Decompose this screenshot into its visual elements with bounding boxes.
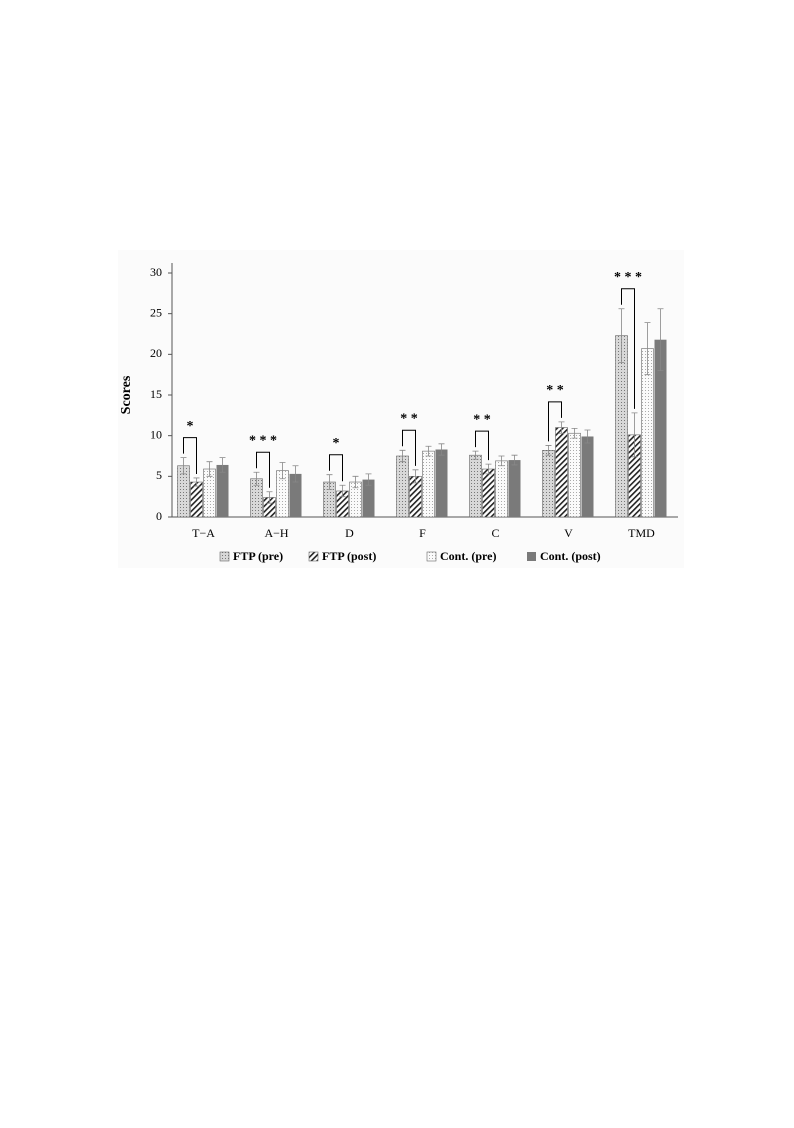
error-bar: [558, 421, 565, 434]
error-bar: [180, 457, 187, 475]
legend-swatch: [219, 551, 230, 562]
error-bar: [292, 465, 299, 483]
legend-label: Cont. (pre): [440, 549, 496, 563]
bar: [362, 479, 375, 517]
bar: [568, 432, 581, 518]
error-bar: [352, 475, 359, 489]
significance-label: * *: [473, 412, 491, 427]
bar: [422, 450, 435, 518]
legend-swatch: [527, 552, 536, 561]
significance-bracket: [621, 288, 635, 409]
x-tick-label: F: [419, 526, 426, 540]
x-tick-label: D: [345, 526, 354, 540]
y-tick-label: 20: [150, 346, 162, 360]
significance-bracket: [402, 429, 416, 466]
error-bar: [326, 474, 333, 490]
error-bar: [644, 322, 651, 376]
y-axis-label: Scores: [119, 375, 134, 414]
bar: [654, 339, 667, 517]
bar: [508, 460, 521, 517]
error-bar: [584, 429, 591, 444]
significance-label: *: [187, 419, 194, 434]
significance-bracket: [256, 451, 270, 488]
significance-bracket: [548, 401, 562, 442]
error-bar: [425, 445, 432, 457]
legend-label: FTP (post): [322, 549, 376, 563]
x-tick-label: TMD: [628, 526, 655, 540]
significance-label: * *: [400, 412, 418, 427]
bar: [482, 468, 495, 518]
x-tick-label: V: [564, 526, 573, 540]
bar: [542, 450, 555, 518]
y-tick-label: 10: [150, 427, 162, 441]
error-bar: [545, 445, 552, 456]
chart-background: [118, 250, 684, 568]
significance-bracket: [183, 437, 197, 474]
y-tick-label: 30: [150, 265, 162, 279]
y-tick-label: 5: [156, 468, 162, 482]
bar: [555, 427, 568, 518]
error-bar: [618, 308, 625, 363]
error-bar: [485, 463, 492, 475]
y-tick-label: 0: [156, 509, 162, 523]
bar: [581, 436, 594, 517]
bar: [190, 481, 203, 518]
error-bar: [219, 457, 226, 473]
bar: [435, 449, 448, 517]
legend-swatch: [426, 551, 437, 562]
error-bar: [279, 462, 286, 480]
significance-label: * * *: [614, 270, 642, 285]
error-bar: [657, 308, 664, 371]
legend-label: Cont. (post): [540, 549, 601, 563]
error-bar: [365, 473, 372, 486]
error-bar: [511, 454, 518, 466]
error-bar: [472, 450, 479, 460]
error-bar: [206, 461, 213, 477]
bar: [289, 473, 302, 517]
y-tick-label: 25: [150, 305, 162, 319]
legend-label: FTP (pre): [233, 549, 283, 563]
error-bar: [498, 455, 505, 467]
error-bar: [253, 471, 260, 486]
y-tick-label: 15: [150, 387, 162, 401]
error-bar: [266, 491, 273, 504]
bar: [396, 455, 409, 518]
bar: [495, 460, 508, 518]
error-bar: [571, 427, 578, 439]
error-bar: [399, 449, 406, 463]
error-bar: [631, 412, 638, 458]
error-bar: [438, 443, 445, 456]
error-bar: [339, 484, 346, 498]
error-bar: [193, 477, 200, 487]
significance-bracket: [329, 454, 343, 482]
legend-swatch: [308, 551, 319, 562]
significance-bracket: [475, 430, 489, 461]
x-tick-label: T−A: [192, 526, 215, 540]
error-bar: [412, 469, 419, 484]
bar: [216, 464, 229, 517]
significance-label: * * *: [249, 433, 277, 448]
bar: [469, 454, 482, 518]
x-tick-label: A−H: [264, 526, 288, 540]
significance-label: * *: [546, 383, 564, 398]
x-tick-label: C: [491, 526, 499, 540]
significance-label: *: [333, 436, 340, 451]
